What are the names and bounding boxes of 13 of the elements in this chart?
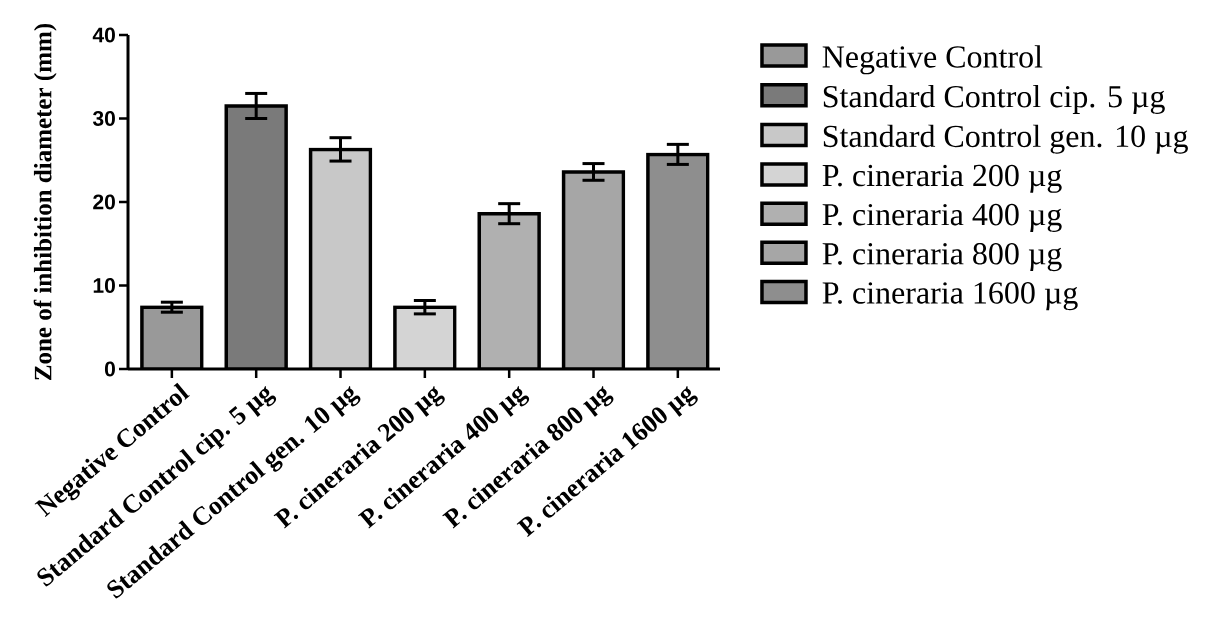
legend-label: P. cineraria 400 µg bbox=[822, 203, 1062, 232]
y-tick-label: 30 bbox=[92, 111, 115, 126]
y-tick-label: 10 bbox=[93, 278, 115, 293]
legend-label: P. cineraria 800 µg bbox=[822, 242, 1062, 272]
legend-label: P. cineraria 1600 µg bbox=[822, 282, 1078, 311]
y-tick-label: 0 bbox=[104, 361, 115, 377]
legend-label: Negative Control bbox=[822, 45, 1043, 75]
y-axis-title: Zone of inhibition diameter (mm) bbox=[33, 23, 57, 380]
legend-label: Standard Control gen. 10 µg bbox=[823, 124, 1188, 154]
legend-label: P. cineraria 200 µg bbox=[822, 164, 1062, 193]
y-tick-label: 40 bbox=[92, 27, 115, 43]
y-tick-label: 20 bbox=[93, 194, 115, 210]
legend-label: Standard Control cip. 5 µg bbox=[823, 84, 1165, 115]
